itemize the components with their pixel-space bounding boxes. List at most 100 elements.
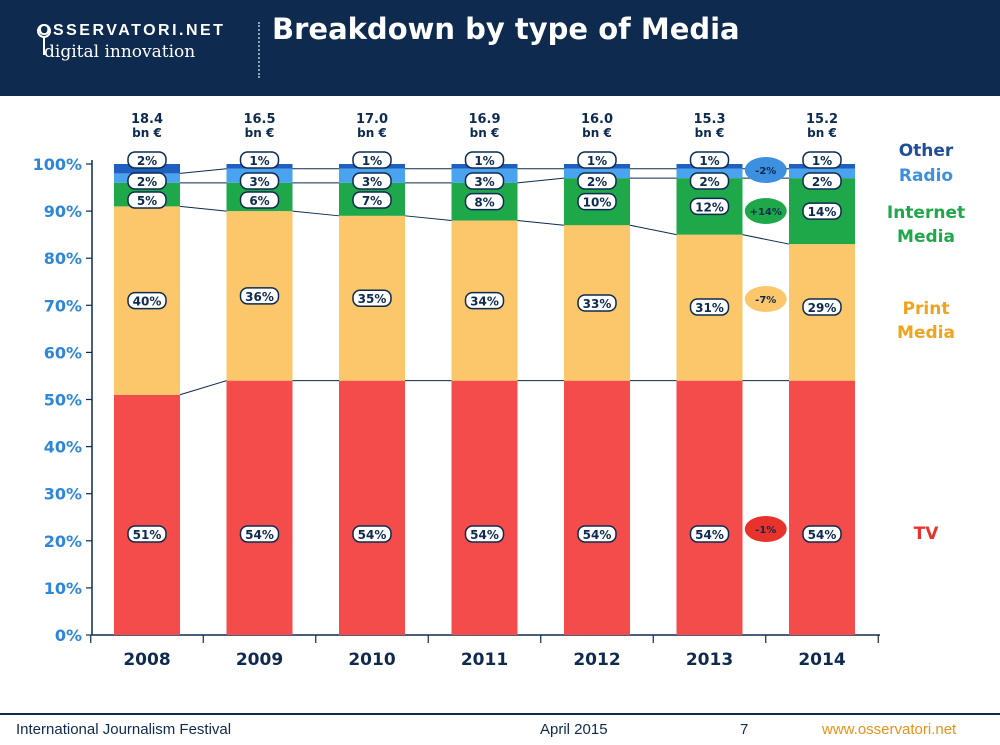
bar-segment bbox=[114, 394, 180, 635]
series-connector-line bbox=[292, 210, 340, 217]
y-tick-label: 80% bbox=[44, 249, 82, 268]
growth-badge-label: -1% bbox=[755, 525, 776, 536]
data-label-box bbox=[239, 151, 280, 169]
data-label: 12% bbox=[695, 200, 724, 214]
total-value-label: 16.0 bbox=[581, 112, 613, 127]
data-label: 3% bbox=[474, 175, 494, 189]
legend-label: Internet bbox=[887, 203, 965, 223]
data-label: 8% bbox=[474, 196, 494, 210]
bar-segment bbox=[676, 380, 743, 635]
data-label: 1% bbox=[812, 154, 832, 168]
data-label: 1% bbox=[249, 154, 269, 168]
data-label: 2% bbox=[587, 175, 607, 189]
x-tick-label: 2010 bbox=[348, 650, 395, 670]
data-label-box bbox=[464, 151, 505, 169]
total-unit-label: bn € bbox=[357, 126, 387, 140]
data-label: 54% bbox=[583, 528, 612, 542]
data-label: 2% bbox=[137, 175, 157, 189]
data-label: 2% bbox=[137, 154, 157, 168]
x-tick-label: 2011 bbox=[461, 650, 508, 670]
growth-badge bbox=[744, 516, 787, 542]
data-label-box bbox=[239, 191, 280, 209]
total-value-label: 18.4 bbox=[131, 112, 163, 127]
data-label-box bbox=[352, 191, 392, 209]
data-label-box bbox=[689, 197, 730, 216]
footer-page-number: 7 bbox=[740, 721, 749, 738]
header-divider bbox=[258, 22, 260, 78]
data-label-box bbox=[352, 525, 392, 543]
legend-label: Other bbox=[899, 141, 954, 161]
x-tick-label: 2008 bbox=[123, 650, 170, 670]
total-value-label: 15.2 bbox=[806, 112, 838, 127]
y-tick-label: 100% bbox=[33, 155, 82, 174]
data-label-box bbox=[239, 172, 280, 190]
growth-badge bbox=[744, 198, 787, 224]
x-tick-label: 2014 bbox=[798, 650, 845, 670]
growth-badge-label: +14% bbox=[750, 207, 782, 218]
data-label: 3% bbox=[362, 175, 382, 189]
total-value-label: 15.3 bbox=[693, 112, 725, 127]
data-label: 54% bbox=[695, 528, 724, 542]
data-label-box bbox=[802, 151, 842, 169]
data-label: 54% bbox=[245, 528, 274, 542]
data-label-box bbox=[689, 151, 730, 169]
data-label: 34% bbox=[470, 295, 499, 309]
data-label-box bbox=[464, 192, 505, 211]
data-label: 1% bbox=[362, 154, 382, 168]
series-connector-line bbox=[629, 224, 677, 236]
series-connector-line bbox=[404, 215, 452, 222]
data-label-box bbox=[802, 172, 842, 190]
series-connector-line bbox=[517, 177, 565, 184]
series-connector-line bbox=[517, 220, 565, 226]
series-connector-line bbox=[179, 205, 227, 212]
bar-segment bbox=[451, 380, 518, 635]
growth-badge bbox=[744, 286, 787, 312]
footer-url[interactable]: www.osservatori.net bbox=[822, 721, 957, 738]
y-tick-label: 10% bbox=[44, 579, 82, 598]
y-tick-label: 0% bbox=[55, 626, 82, 645]
y-tick-label: 20% bbox=[44, 532, 82, 551]
legend-label: Media bbox=[897, 323, 955, 343]
bar-segment bbox=[226, 380, 293, 635]
data-label-box bbox=[127, 151, 167, 169]
data-label: 1% bbox=[587, 154, 607, 168]
data-label-box bbox=[689, 298, 730, 316]
growth-badge bbox=[744, 157, 787, 183]
legend-label: Print bbox=[903, 299, 950, 319]
data-label-box bbox=[127, 525, 167, 543]
logo-brand: OSSERVATORI.NET bbox=[38, 22, 226, 39]
footer-date: April 2015 bbox=[540, 721, 608, 738]
data-label: 31% bbox=[695, 301, 724, 315]
data-label-box bbox=[689, 172, 730, 190]
x-tick-label: 2009 bbox=[236, 650, 283, 670]
data-label: 36% bbox=[245, 290, 274, 304]
data-label-box bbox=[577, 151, 617, 169]
total-unit-label: bn € bbox=[695, 126, 725, 140]
total-value-label: 16.5 bbox=[243, 112, 275, 127]
legend-label: Radio bbox=[899, 166, 953, 186]
y-tick-label: 50% bbox=[44, 391, 82, 410]
data-label: 5% bbox=[137, 194, 157, 208]
data-label-box bbox=[127, 291, 167, 310]
page-title: Breakdown by type of Media bbox=[272, 12, 740, 46]
data-label-box bbox=[352, 172, 392, 190]
data-label: 2% bbox=[699, 175, 719, 189]
data-label: 6% bbox=[249, 194, 269, 208]
data-label: 3% bbox=[249, 175, 269, 189]
total-unit-label: bn € bbox=[470, 126, 500, 140]
data-label-box bbox=[464, 291, 505, 310]
data-label-box bbox=[127, 172, 167, 190]
y-tick-label: 40% bbox=[44, 438, 82, 457]
total-unit-label: bn € bbox=[132, 126, 162, 140]
x-tick-label: 2012 bbox=[573, 650, 620, 670]
key-logo-shaft bbox=[43, 37, 45, 55]
y-tick-label: 70% bbox=[44, 296, 82, 315]
growth-badge-label: -2% bbox=[755, 166, 776, 177]
data-label-box bbox=[577, 294, 617, 312]
footer-event: International Journalism Festival bbox=[16, 721, 232, 738]
bar-segment bbox=[789, 380, 855, 635]
series-connector-line bbox=[179, 168, 227, 174]
data-label-box bbox=[689, 525, 730, 543]
data-label: 1% bbox=[699, 154, 719, 168]
data-label: 54% bbox=[808, 528, 837, 542]
